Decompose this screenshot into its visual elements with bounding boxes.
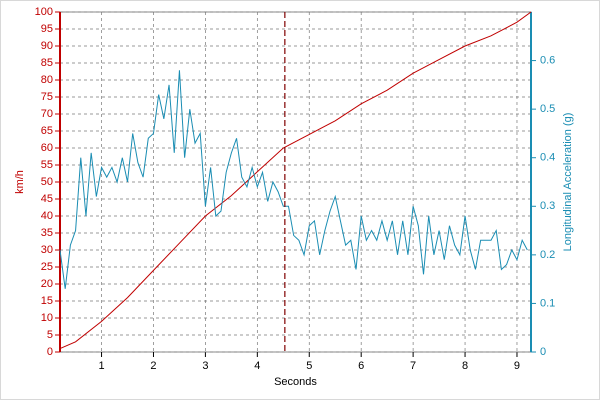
y-tick-label: 85	[41, 57, 53, 69]
y-tick-label: 70	[41, 108, 53, 120]
y-tick-label: 40	[41, 210, 53, 222]
y-tick-label: 80	[41, 74, 53, 86]
y-tick-label: 100	[35, 6, 53, 18]
y-axis-label: km/h	[14, 170, 26, 194]
x-tick-label: 9	[514, 360, 520, 372]
y-tick-label: 25	[41, 261, 53, 273]
y-tick-label: 10	[41, 312, 53, 324]
data-line	[59, 70, 528, 289]
y-tick-label: 30	[41, 244, 53, 256]
y-tick-label: 35	[41, 227, 53, 239]
y2-tick-label: 0.3	[540, 200, 555, 212]
y-tick-label: 75	[41, 91, 53, 103]
y2-tick-label: 0.6	[540, 54, 555, 66]
y-tick-label: 45	[41, 193, 53, 205]
y-tick-label: 5	[47, 329, 53, 341]
y-tick-label: 60	[41, 142, 53, 154]
x-tick-label: 8	[462, 360, 468, 372]
x-tick-label: 7	[410, 360, 416, 372]
data-line	[59, 11, 532, 350]
y-tick-label: 65	[41, 125, 53, 137]
y2-axis-label: Longitudinal Acceleration (g)	[562, 113, 574, 252]
x-tick-label: 6	[358, 360, 364, 372]
x-tick-label: 2	[150, 360, 156, 372]
y2-tick-label: 0.1	[540, 297, 555, 309]
x-tick-label: 5	[306, 360, 312, 372]
y-tick-label: 20	[41, 278, 53, 290]
x-tick-label: 4	[254, 360, 260, 372]
y2-tick-label: 0	[540, 346, 546, 358]
y-tick-label: 0	[47, 346, 53, 358]
y-tick-label: 95	[41, 23, 53, 35]
y-tick-label: 55	[41, 159, 53, 171]
y2-tick-label: 0.4	[540, 152, 555, 164]
y2-tick-label: 0.2	[540, 249, 555, 261]
y2-tick-label: 0.5	[540, 103, 555, 115]
y-tick-label: 50	[41, 176, 53, 188]
y-tick-label: 90	[41, 40, 53, 52]
x-tick-label: 1	[98, 360, 104, 372]
x-axis-label: Seconds	[274, 376, 317, 388]
x-tick-label: 3	[202, 360, 208, 372]
y-tick-label: 15	[41, 295, 53, 307]
